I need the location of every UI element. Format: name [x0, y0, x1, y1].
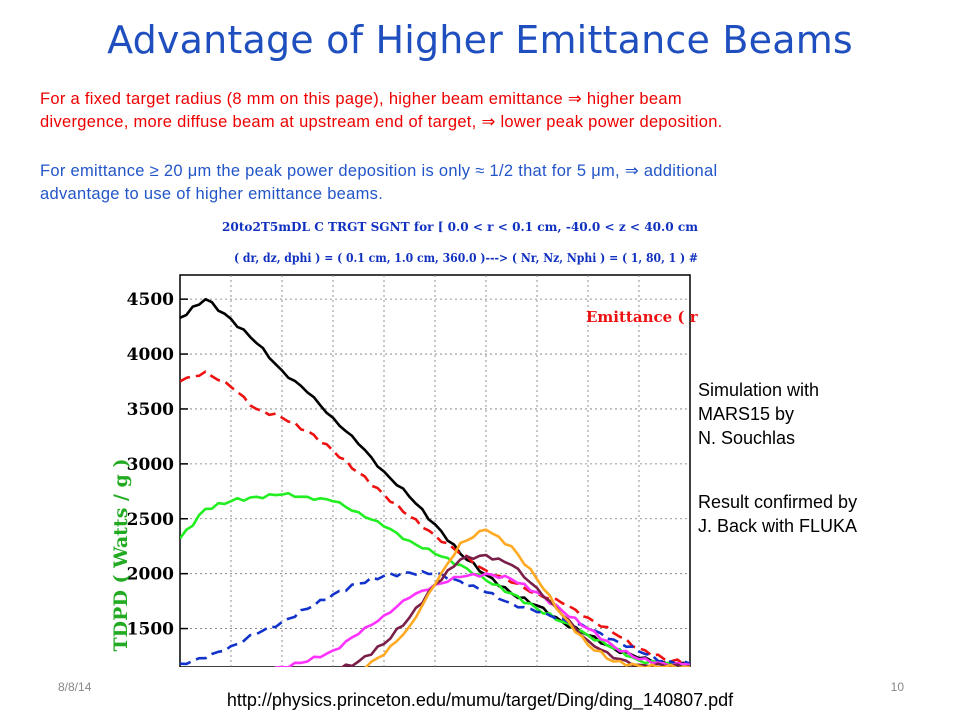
series-line	[364, 528, 690, 667]
paragraph-line: For a fixed target radius (8 mm on this …	[40, 90, 682, 108]
chart-series	[180, 297, 690, 667]
y-tick-label: 1500	[127, 620, 174, 640]
y-axis-label: TDPD ( Watts / g )	[110, 459, 132, 652]
y-tick-label: 2500	[127, 510, 174, 530]
simulation-note: Simulation with MARS15 by N. Souchlas	[698, 378, 819, 450]
note-line: Result confirmed by	[698, 492, 858, 512]
series-line	[180, 370, 690, 666]
y-tick-label: 2000	[127, 565, 174, 585]
paragraph-line: For emittance ≥ 20 μm the peak power dep…	[40, 162, 718, 180]
footer-date: 8/8/14	[58, 680, 92, 694]
power-deposition-chart: 20to2T5mDL C TRGT SGNT for [ 0.0 < r < 0…	[110, 219, 699, 667]
note-line: Simulation with	[698, 380, 820, 400]
note-line: MARS15 by	[698, 404, 795, 424]
y-tick-label: 4000	[127, 345, 174, 365]
legend-title: Emittance ( r	[586, 308, 699, 326]
note-line: N. Souchlas	[698, 428, 796, 448]
chart-header-line1: 20to2T5mDL C TRGT SGNT for [ 0.0 < r < 0…	[222, 219, 698, 234]
y-tick-label: 4500	[127, 290, 174, 310]
confirmation-note: Result confirmed by J. Back with FLUKA	[698, 490, 857, 538]
source-link[interactable]: http://physics.princeton.edu/mumu/target…	[226, 690, 734, 710]
y-axis-ticks: 1500 2000 2500 3000 3500 4000 4500	[127, 290, 188, 640]
paragraph-emittance-divergence: For a fixed target radius (8 mm on this …	[40, 88, 920, 134]
series-line	[180, 491, 690, 667]
y-tick-label: 3000	[127, 455, 174, 475]
series-line	[180, 570, 690, 666]
y-tick-label: 3500	[127, 400, 174, 420]
note-line: J. Back with FLUKA	[698, 516, 858, 536]
chart-header-line2: ( dr, dz, dphi ) = ( 0.1 cm, 1.0 cm, 360…	[234, 250, 698, 265]
page-number: 10	[890, 680, 904, 694]
paragraph-line: divergence, more diffuse beam at upstrea…	[40, 113, 723, 131]
slide-title: Advantage of Higher Emittance Beams	[107, 18, 853, 62]
chart-grid	[180, 275, 690, 667]
paragraph-emittance-advantage: For emittance ≥ 20 μm the peak power dep…	[40, 160, 920, 206]
paragraph-line: advantage to use of higher emittance bea…	[40, 185, 384, 203]
